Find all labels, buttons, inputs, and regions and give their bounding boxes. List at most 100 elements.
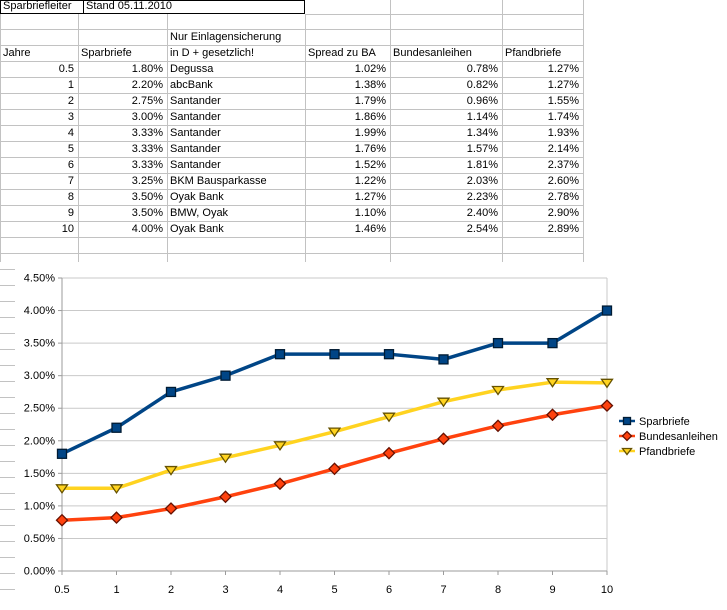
table-cell-pfandbriefe[interactable]: 1.27% bbox=[547, 79, 579, 91]
table-cell-spread[interactable]: 1.79% bbox=[354, 95, 386, 107]
table-cell-spread[interactable]: 1.22% bbox=[354, 175, 386, 187]
table-cell-jahre[interactable]: 2 bbox=[67, 95, 74, 107]
sheet-title-date[interactable]: Stand 05.11.2010 bbox=[86, 0, 173, 12]
table-cell-sparbriefe[interactable]: 3.33% bbox=[131, 127, 163, 139]
table-cell-sparbriefe[interactable]: 2.20% bbox=[131, 79, 163, 91]
table-cell-jahre[interactable]: 9 bbox=[67, 207, 74, 219]
table-cell-pfandbriefe[interactable]: 2.90% bbox=[547, 207, 579, 219]
series-marker-pfandbriefe[interactable] bbox=[600, 378, 614, 389]
column-header-anbieter[interactable]: in D + gesetzlich! bbox=[170, 47, 255, 59]
chart-object[interactable]: 0.00% 0.50% 1.00% 1.50% 2.00% 2.50% 3.00% 3.50%… bbox=[15, 262, 727, 605]
table-cell-pfandbriefe[interactable]: 2.78% bbox=[547, 191, 579, 203]
table-cell-jahre[interactable]: 1 bbox=[67, 79, 74, 91]
table-cell-jahre[interactable]: 4 bbox=[67, 127, 74, 139]
series-marker-pfandbriefe[interactable] bbox=[218, 453, 233, 464]
table-cell-bundesanleihen[interactable]: 2.03% bbox=[466, 175, 498, 187]
legend-marker[interactable] bbox=[621, 447, 633, 456]
table-cell-jahre[interactable]: 6 bbox=[67, 159, 74, 171]
legend-marker[interactable] bbox=[622, 416, 632, 426]
series-marker-pfandbriefe[interactable] bbox=[491, 385, 505, 396]
column-header-pfandbriefe[interactable]: Pfandbriefe bbox=[505, 47, 562, 59]
series-marker-bundesanleihen[interactable] bbox=[491, 419, 505, 433]
table-cell-sparbriefe[interactable]: 3.25% bbox=[131, 175, 163, 187]
table-cell-sparbriefe[interactable]: 1.80% bbox=[131, 63, 163, 75]
table-cell-anbieter[interactable]: Oyak Bank bbox=[170, 191, 224, 203]
series-marker-bundesanleihen[interactable] bbox=[273, 477, 287, 491]
table-note[interactable]: Nur Einlagensicherung bbox=[170, 31, 282, 43]
table-cell-bundesanleihen[interactable]: 2.40% bbox=[466, 207, 498, 219]
table-cell-sparbriefe[interactable]: 4.00% bbox=[131, 223, 163, 235]
table-cell-pfandbriefe[interactable]: 1.55% bbox=[547, 95, 579, 107]
table-cell-sparbriefe[interactable]: 3.50% bbox=[131, 191, 163, 203]
table-cell-sparbriefe[interactable]: 3.50% bbox=[131, 207, 163, 219]
legend-item-sparbriefe[interactable]: Sparbriefe bbox=[619, 416, 690, 428]
series-marker-pfandbriefe[interactable] bbox=[545, 378, 560, 388]
table-cell-spread[interactable]: 1.27% bbox=[354, 191, 386, 203]
table-cell-jahre[interactable]: 10 bbox=[61, 223, 74, 235]
sheet-title[interactable]: Sparbriefleiter bbox=[3, 0, 72, 12]
table-cell-bundesanleihen[interactable]: 1.34% bbox=[466, 127, 498, 139]
series-marker-pfandbriefe[interactable] bbox=[273, 441, 287, 451]
table-cell-anbieter[interactable]: Oyak Bank bbox=[170, 223, 224, 235]
series-marker-pfandbriefe[interactable] bbox=[382, 412, 396, 423]
table-cell-jahre[interactable]: 7 bbox=[67, 175, 74, 187]
table-cell-sparbriefe[interactable]: 3.00% bbox=[131, 111, 163, 123]
series-marker-bundesanleihen[interactable] bbox=[219, 490, 232, 504]
series-marker-bundesanleihen[interactable] bbox=[600, 399, 614, 413]
column-header-bundesanleihen[interactable]: Bundesanleihen bbox=[393, 47, 472, 59]
series-marker-sparbriefe[interactable] bbox=[383, 349, 395, 360]
table-cell-pfandbriefe[interactable]: 2.89% bbox=[547, 223, 579, 235]
table-cell-jahre[interactable]: 3 bbox=[67, 111, 74, 123]
table-cell-spread[interactable]: 1.38% bbox=[354, 79, 386, 91]
table-cell-spread[interactable]: 1.10% bbox=[354, 207, 386, 219]
table-cell-anbieter[interactable]: BMW, Oyak bbox=[170, 207, 229, 219]
table-cell-pfandbriefe[interactable]: 1.74% bbox=[547, 111, 579, 123]
series-marker-sparbriefe[interactable] bbox=[220, 370, 231, 381]
series-marker-bundesanleihen[interactable] bbox=[55, 513, 69, 527]
table-cell-bundesanleihen[interactable]: 1.81% bbox=[466, 159, 498, 171]
series-marker-sparbriefe[interactable] bbox=[111, 422, 122, 433]
line-chart[interactable]: 0.00% 0.50% 1.00% 1.50% 2.00% 2.50% 3.00% 3.50%… bbox=[15, 262, 727, 605]
table-cell-jahre[interactable]: 8 bbox=[67, 191, 74, 203]
series-marker-sparbriefe[interactable] bbox=[601, 305, 613, 316]
table-cell-bundesanleihen[interactable]: 2.54% bbox=[466, 223, 498, 235]
series-marker-bundesanleihen[interactable] bbox=[437, 432, 450, 446]
table-cell-sparbriefe[interactable]: 3.33% bbox=[131, 159, 163, 171]
series-marker-sparbriefe[interactable] bbox=[547, 337, 558, 349]
table-cell-anbieter[interactable]: Degussa bbox=[170, 63, 214, 75]
table-cell-pfandbriefe[interactable]: 2.60% bbox=[547, 175, 579, 187]
table-cell-bundesanleihen[interactable]: 0.96% bbox=[466, 95, 498, 107]
table-cell-anbieter[interactable]: BKM Bausparkasse bbox=[170, 175, 267, 187]
column-header-spread[interactable]: Spread zu BA bbox=[308, 47, 376, 59]
table-cell-spread[interactable]: 1.52% bbox=[354, 159, 386, 171]
table-cell-sparbriefe[interactable]: 2.75% bbox=[131, 95, 163, 107]
table-cell-bundesanleihen[interactable]: 2.23% bbox=[466, 191, 498, 203]
table-cell-jahre[interactable]: 0.5 bbox=[58, 63, 74, 75]
table-cell-spread[interactable]: 1.76% bbox=[354, 143, 386, 155]
series-marker-pfandbriefe[interactable] bbox=[436, 397, 451, 408]
table-cell-pfandbriefe[interactable]: 1.93% bbox=[547, 127, 579, 139]
table-cell-anbieter[interactable]: Santander bbox=[170, 127, 221, 139]
series-marker-bundesanleihen[interactable] bbox=[164, 502, 178, 515]
table-cell-anbieter[interactable]: Santander bbox=[170, 143, 221, 155]
series-marker-sparbriefe[interactable] bbox=[56, 448, 68, 459]
table-cell-pfandbriefe[interactable]: 2.37% bbox=[547, 159, 579, 171]
series-marker-pfandbriefe[interactable] bbox=[109, 484, 124, 494]
legend-marker[interactable] bbox=[621, 430, 633, 442]
table-cell-bundesanleihen[interactable]: 0.82% bbox=[466, 79, 498, 91]
table-cell-pfandbriefe[interactable]: 1.27% bbox=[547, 63, 579, 75]
table-cell-anbieter[interactable]: Santander bbox=[170, 111, 221, 123]
series-marker-sparbriefe[interactable] bbox=[165, 386, 177, 398]
series-marker-pfandbriefe[interactable] bbox=[55, 484, 69, 494]
table-cell-bundesanleihen[interactable]: 1.14% bbox=[466, 111, 498, 123]
series-marker-bundesanleihen[interactable] bbox=[546, 408, 559, 422]
table-cell-anbieter[interactable]: abcBank bbox=[170, 79, 213, 91]
series-marker-pfandbriefe[interactable] bbox=[164, 465, 178, 476]
series-marker-sparbriefe[interactable] bbox=[329, 349, 340, 360]
series-marker-bundesanleihen[interactable] bbox=[382, 446, 396, 460]
legend-item-bundesanleihen[interactable]: Bundesanleihen bbox=[619, 430, 718, 443]
column-header-jahre[interactable]: Jahre bbox=[3, 47, 31, 59]
column-header-sparbriefe[interactable]: Sparbriefe bbox=[81, 47, 132, 59]
table-cell-bundesanleihen[interactable]: 1.57% bbox=[466, 143, 498, 155]
series-marker-bundesanleihen[interactable] bbox=[110, 511, 123, 525]
